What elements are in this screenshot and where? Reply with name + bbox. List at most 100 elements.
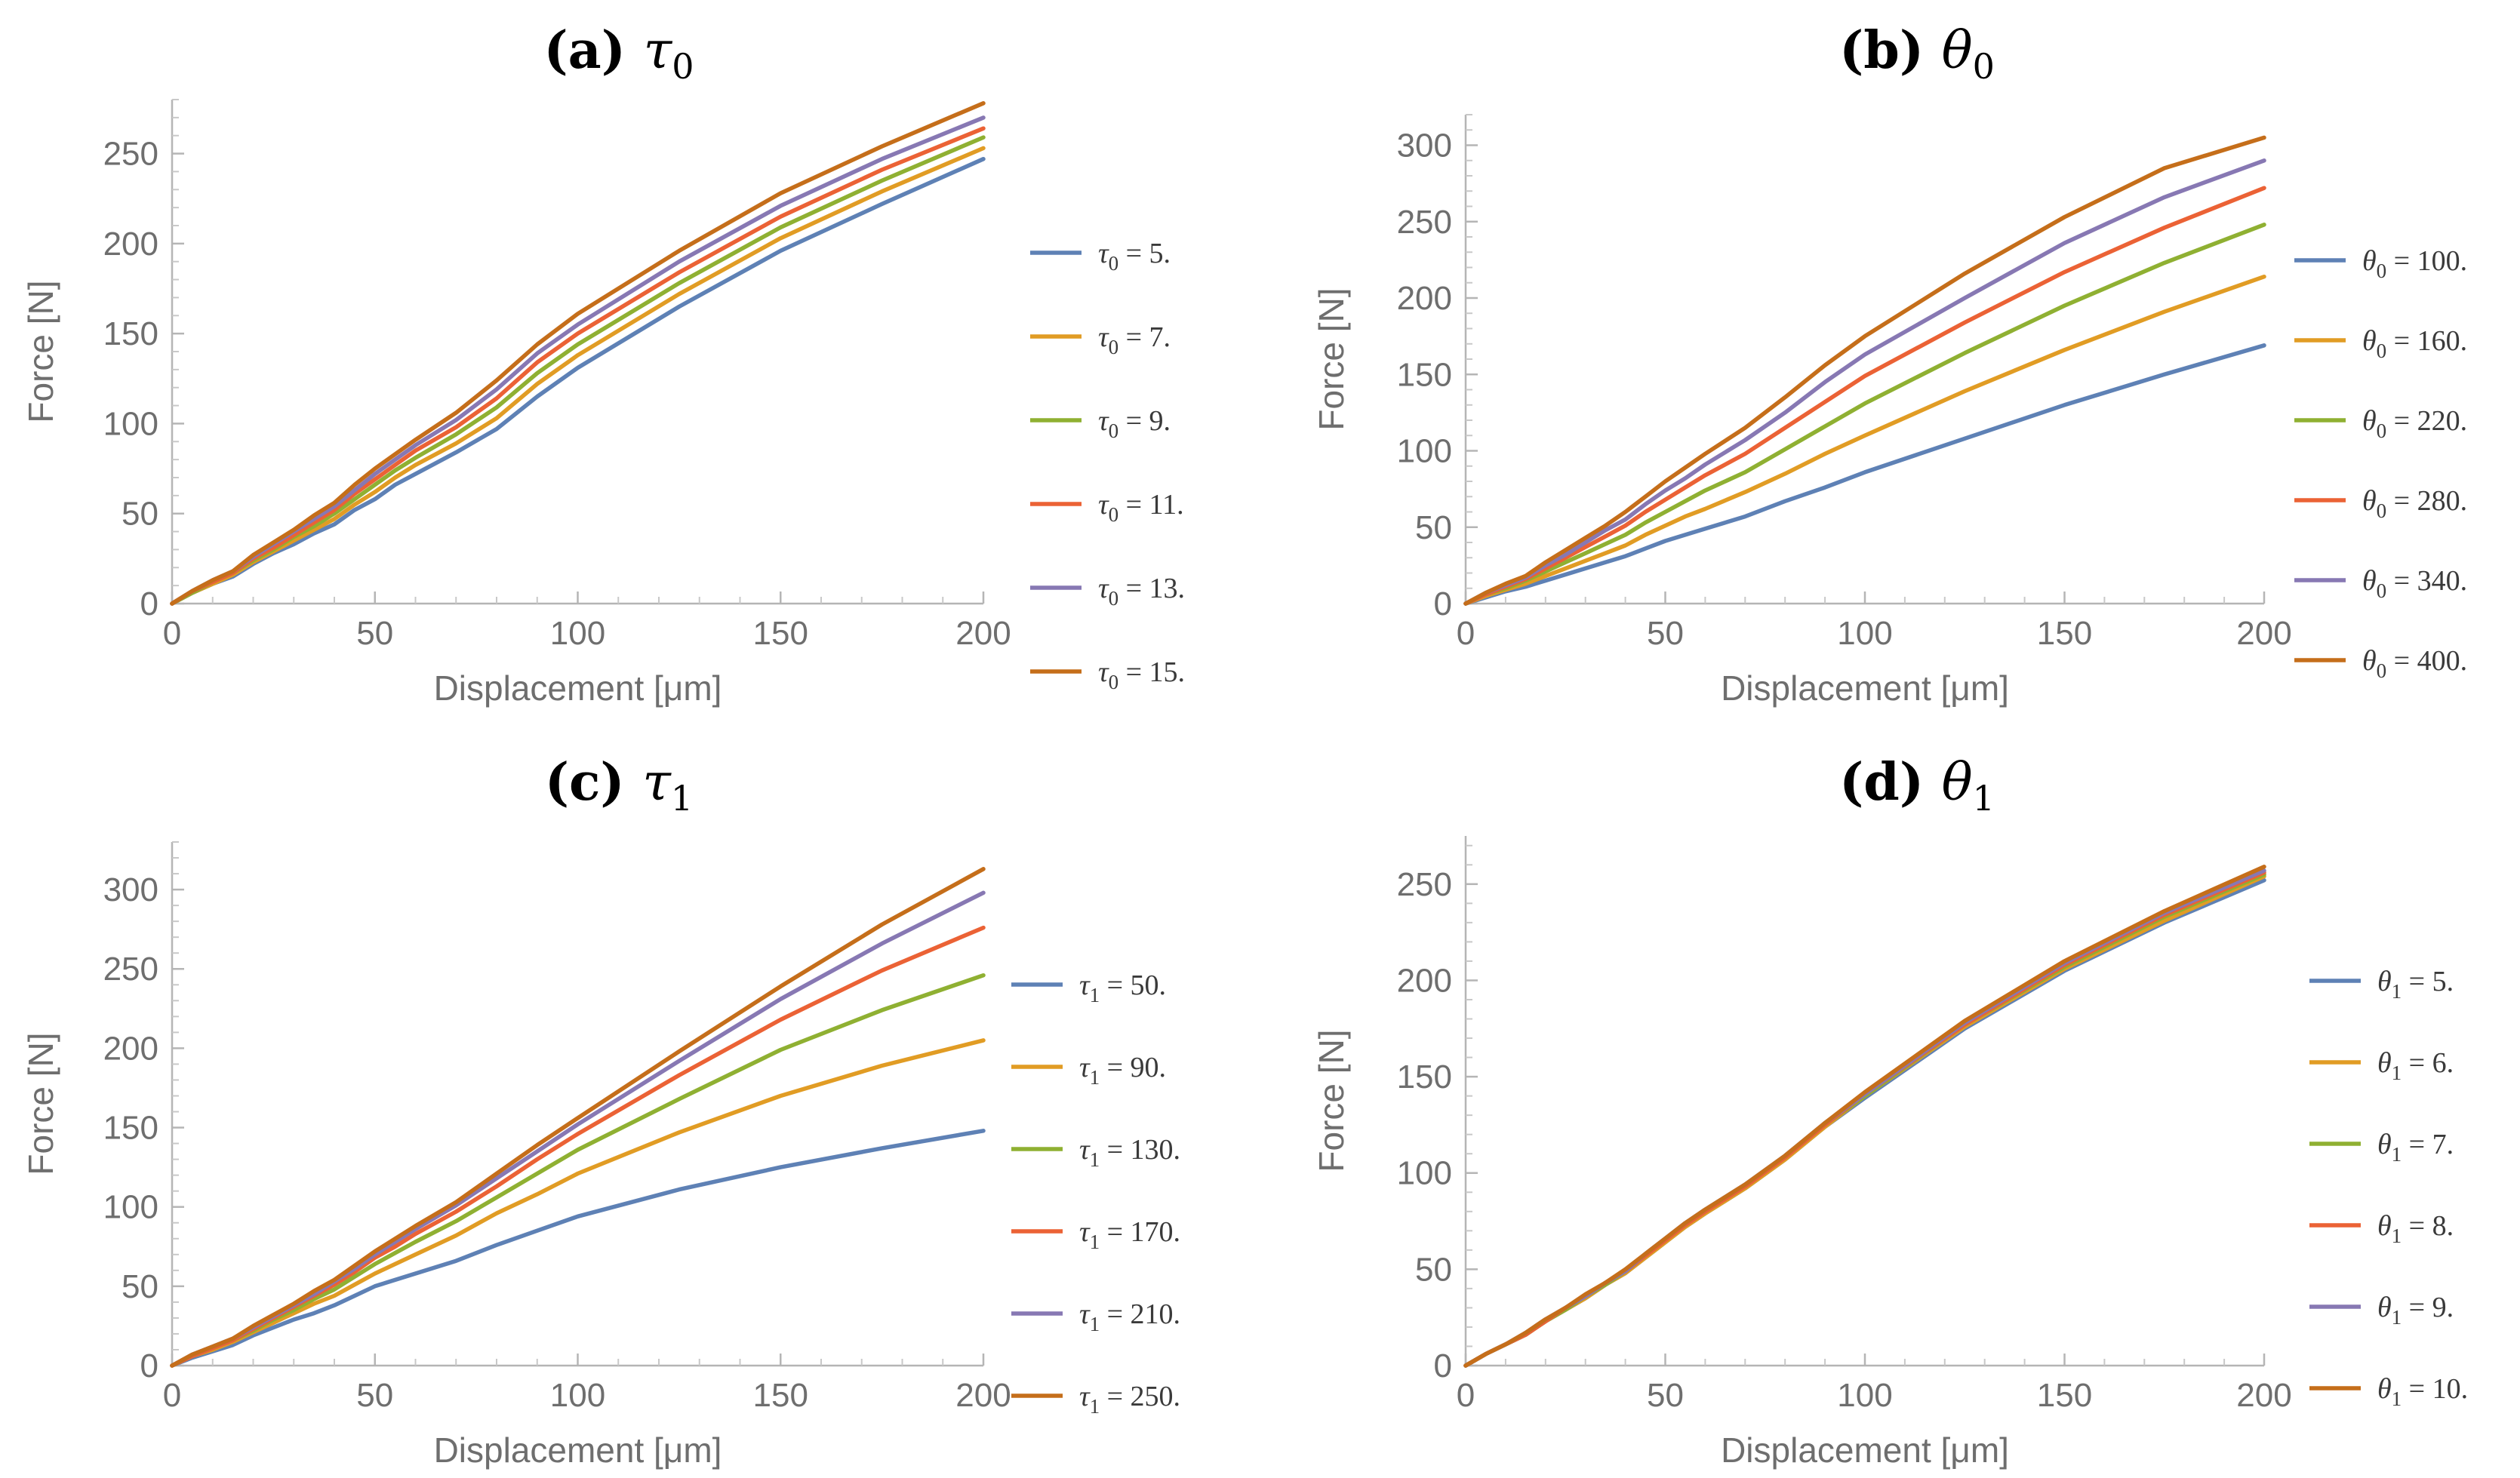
legend-value: = 280. (2386, 485, 2467, 517)
y-tick-label: 200 (1397, 962, 1452, 999)
x-tick-label: 50 (356, 615, 393, 652)
y-tick-label: 200 (103, 1030, 158, 1067)
x-tick-label: 0 (163, 1377, 181, 1414)
series-line-6 (170, 101, 986, 606)
legend-label: τ1 = 130. (1079, 1134, 1180, 1171)
legend-label: θ0 = 160. (2362, 325, 2467, 362)
x-tick-label: 100 (1837, 615, 1892, 652)
legend-symbol: θ (2362, 645, 2377, 677)
legend-label: τ1 = 210. (1079, 1298, 1180, 1335)
legend-symbol: τ (1098, 573, 1109, 604)
y-axis-label: Force [N] (21, 1032, 60, 1175)
series-line-5 (170, 890, 986, 1368)
y-tick-label: 100 (103, 405, 158, 442)
legend-subscript: 0 (1109, 671, 1119, 693)
legend-value: = 6. (2402, 1047, 2454, 1079)
panel-title-subscript: 0 (1973, 46, 1995, 87)
legend-value: = 50. (1100, 969, 1166, 1001)
y-tick-label: 150 (1397, 356, 1452, 393)
legend-symbol: τ (1079, 1216, 1091, 1248)
y-tick-label: 150 (1397, 1059, 1452, 1095)
legend-label: θ1 = 7. (2377, 1129, 2454, 1166)
y-tick-label: 50 (122, 1268, 158, 1305)
legend-subscript: 0 (2377, 340, 2387, 362)
legend-subscript: 1 (2392, 1224, 2402, 1247)
x-tick-label: 100 (550, 1377, 605, 1414)
x-tick-label: 50 (1647, 615, 1684, 652)
x-tick-label: 0 (1457, 1377, 1475, 1414)
legend-label: θ0 = 280. (2362, 485, 2467, 522)
panel-title-tag: (d) (1839, 752, 1942, 813)
legend-subscript: 1 (1090, 1231, 1100, 1253)
legend-symbol: τ (1079, 1381, 1091, 1412)
legend-value: = 170. (1100, 1216, 1180, 1248)
series-line-2 (170, 1038, 986, 1368)
legend-subscript: 1 (2392, 1306, 2402, 1329)
panel-title-subscript: 1 (1973, 778, 1995, 819)
legend-value: = 8. (2402, 1210, 2454, 1242)
legend: τ0 = 5.τ0 = 7.τ0 = 9.τ0 = 11.τ0 = 13.τ0 … (1030, 238, 1185, 693)
legend-symbol: τ (1098, 656, 1109, 688)
series-line-2 (1463, 274, 2266, 606)
legend-subscript: 1 (2392, 1387, 2402, 1410)
legend-label: τ0 = 15. (1098, 656, 1185, 693)
chart-panel-3: (c) τ10 50 100 150 200050100150200250300Disp… (21, 752, 1180, 1470)
legend-symbol: θ (2377, 1373, 2392, 1405)
x-tick-label: 150 (753, 615, 808, 652)
legend-label: τ0 = 9. (1098, 405, 1171, 442)
legend-value: = 400. (2386, 645, 2467, 677)
legend-symbol: τ (1079, 969, 1091, 1001)
panel-title-tag: (b) (1839, 20, 1942, 81)
panel-title-subscript: 0 (672, 46, 694, 87)
y-tick-label: 100 (1397, 433, 1452, 470)
y-tick-label: 0 (140, 1347, 158, 1384)
legend-subscript: 0 (1109, 419, 1119, 442)
legend-label: θ0 = 400. (2362, 645, 2467, 682)
x-tick-label: 200 (2236, 615, 2291, 652)
y-tick-label: 250 (1397, 204, 1452, 241)
panel-title-symbol: θ (1942, 21, 1973, 81)
legend-symbol: τ (1079, 1298, 1091, 1330)
legend-value: = 13. (1118, 573, 1185, 604)
legend-label: τ0 = 11. (1098, 489, 1184, 526)
legend-symbol: θ (2377, 1292, 2392, 1323)
panel-title: (b) θ0 (1839, 20, 1995, 87)
legend-symbol: τ (1079, 1052, 1091, 1083)
legend-symbol: θ (2362, 245, 2377, 277)
legend-subscript: 0 (2377, 579, 2387, 602)
x-axis-label: Displacement [μm] (1721, 1430, 2009, 1470)
series-line-5 (1463, 868, 2266, 1368)
legend-value: = 340. (2386, 565, 2467, 597)
legend-symbol: θ (2362, 485, 2377, 517)
legend-subscript: 0 (1109, 587, 1119, 610)
panel-title: (a) τ0 (544, 20, 694, 87)
legend: θ1 = 5.θ1 = 6.θ1 = 7.θ1 = 8.θ1 = 9.θ1 = … (2309, 966, 2468, 1410)
x-tick-label: 0 (163, 615, 181, 652)
y-tick-label: 100 (103, 1189, 158, 1226)
panel-title-symbol: τ (642, 753, 672, 813)
legend-subscript: 0 (1109, 503, 1119, 526)
legend-subscript: 1 (1090, 1313, 1100, 1335)
legend-symbol: θ (2362, 405, 2377, 437)
legend-subscript: 1 (1090, 1148, 1100, 1171)
legend-symbol: θ (2362, 325, 2377, 357)
x-tick-label: 50 (1647, 1377, 1684, 1414)
x-axis-label: Displacement [μm] (1721, 668, 2009, 708)
x-tick-label: 200 (2236, 1377, 2291, 1414)
legend-value: = 10. (2402, 1373, 2468, 1405)
y-axis-label: Force [N] (1312, 1029, 1351, 1172)
y-tick-label: 300 (1397, 128, 1452, 164)
legend-subscript: 1 (1090, 1395, 1100, 1418)
y-tick-label: 150 (103, 1110, 158, 1147)
legend-value: = 130. (1100, 1134, 1180, 1166)
panel-title-tag: (a) (544, 20, 644, 81)
y-tick-label: 150 (103, 315, 158, 352)
legend-label: τ1 = 50. (1079, 969, 1166, 1006)
legend-label: θ1 = 8. (2377, 1210, 2454, 1247)
x-tick-label: 100 (550, 615, 605, 652)
x-tick-label: 150 (2037, 1377, 2092, 1414)
y-tick-label: 0 (1434, 585, 1452, 622)
legend-symbol: θ (2362, 565, 2377, 597)
legend-subscript: 0 (2377, 419, 2387, 442)
legend-subscript: 0 (1109, 336, 1119, 358)
